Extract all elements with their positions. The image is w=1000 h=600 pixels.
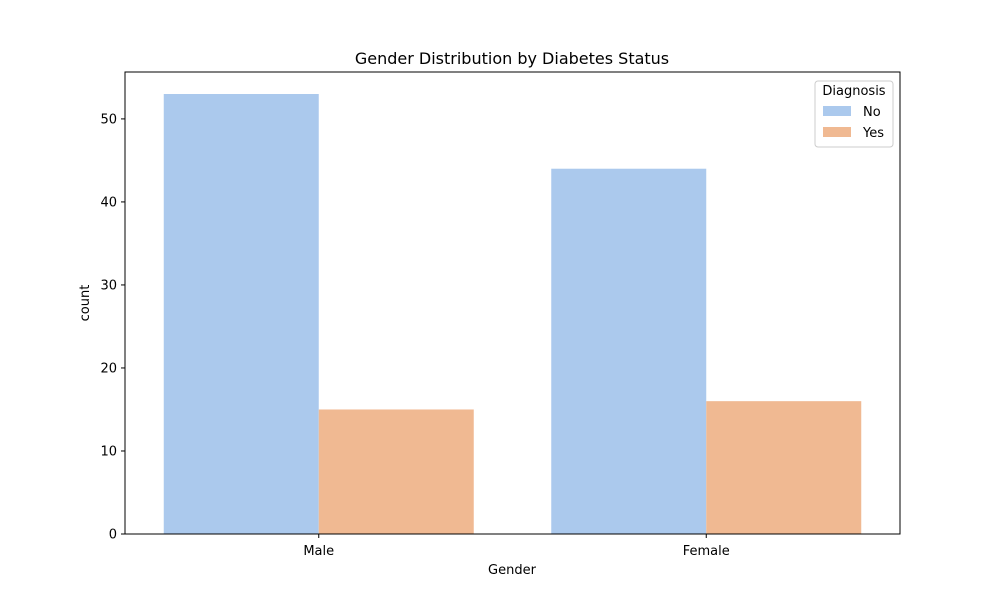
legend-swatch-yes [823, 127, 851, 137]
bar-male-yes [318, 409, 474, 534]
y-tick-label: 40 [100, 195, 117, 210]
bar-female-no [551, 168, 707, 534]
legend: Diagnosis No Yes [814, 80, 894, 148]
y-axis: 0 10 20 30 40 50 [100, 112, 125, 543]
bar-male-no [163, 94, 319, 534]
x-tick-label: Male [303, 544, 334, 559]
x-axis: Male Female [303, 534, 730, 559]
plot-frame [124, 71, 901, 535]
y-tick-label: 20 [100, 361, 117, 376]
legend-entries: No Yes [823, 105, 884, 141]
y-tick-label: 50 [100, 112, 117, 127]
y-tick-label: 0 [109, 528, 117, 543]
legend-title: Diagnosis [822, 84, 885, 99]
bar-female-yes [706, 401, 862, 534]
chart-title: Gender Distribution by Diabetes Status [355, 49, 669, 68]
y-tick-label: 30 [100, 278, 117, 293]
legend-label-yes: Yes [862, 126, 884, 141]
bars-group [163, 94, 862, 534]
x-axis-label: Gender [488, 563, 537, 578]
x-tick-label: Female [683, 544, 730, 559]
y-tick-label: 10 [100, 444, 117, 459]
y-axis-label: count [78, 285, 93, 322]
legend-label-no: No [863, 105, 881, 120]
legend-swatch-no [823, 106, 851, 116]
